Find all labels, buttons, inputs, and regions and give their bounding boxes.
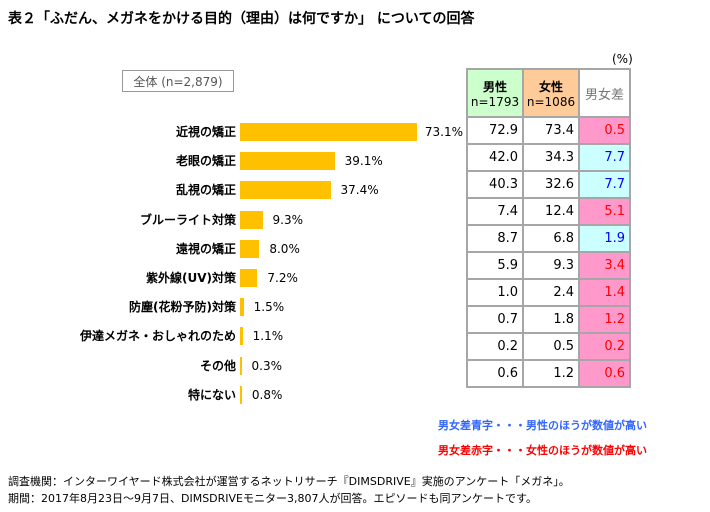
category-label: 紫外線(UV)対策 [145,271,236,285]
table-row: 0.6 1.2 0.6 [466,359,631,388]
diff-value: 7.7 [578,170,631,199]
value-label: 9.3% [272,212,304,227]
male-value: 40.3 [466,170,524,199]
bar [240,123,417,141]
table-row: 40.3 32.6 7.7 [466,170,631,199]
value-label: 1.5% [253,300,285,315]
bar [240,298,244,317]
unit-label: (%) [612,52,633,66]
male-value: 72.9 [466,116,524,145]
male-value: 7.4 [466,197,524,226]
value-label: 37.4% [340,183,379,198]
gender-table: 男性 n=1793 女性 n=1086 男女差 72.9 73.4 0.5 42.0 34.… [466,68,631,388]
female-value: 1.8 [522,305,580,334]
table-row: 7.4 12.4 5.1 [466,197,631,226]
bar [240,356,242,375]
overall-sample-label: 全体 (n=2,879) [122,70,234,92]
female-value: 34.3 [522,143,580,172]
footer-period: 期間：2017年8月23日～9月7日、DIMSDRIVEモニター3,807人が回… [8,492,537,505]
male-value: 8.7 [466,224,524,253]
value-label: 0.3% [251,358,283,373]
value-label: 39.1% [344,154,383,169]
value-label: 73.1% [424,125,464,139]
diff-value: 1.4 [578,278,631,307]
male-value: 0.2 [466,332,524,361]
header-female: 女性 n=1086 [522,68,580,118]
category-label: ブルーライト対策 [139,212,236,227]
page-title: 表２「ふだん、メガネをかける目的（理由）は何ですか」 についての回答 [8,11,475,27]
legend-blue: 男女差青字・・・男性のほうが数値が高い [438,419,647,432]
bar [240,181,331,200]
category-label: その他 [199,358,236,373]
table-row: 42.0 34.3 7.7 [466,143,631,172]
bar [240,327,243,346]
category-label: 伊達メガネ・おしゃれのため [79,329,236,344]
bar [240,152,335,171]
male-value: 5.9 [466,251,524,280]
table-row: 0.2 0.5 0.2 [466,332,631,361]
male-value: 0.6 [466,359,524,388]
legend-red: 男女差赤字・・・女性のほうが数値が高い [438,444,647,457]
male-value: 0.7 [466,305,524,334]
diff-value: 0.6 [578,359,631,388]
table-row: 8.7 6.8 1.9 [466,224,631,253]
female-value: 9.3 [522,251,580,280]
diff-value: 1.2 [578,305,631,334]
male-value: 1.0 [466,278,524,307]
diff-value: 1.9 [578,224,631,253]
table-row: 0.7 1.8 1.2 [466,305,631,334]
table-row: 5.9 9.3 3.4 [466,251,631,280]
bar [240,239,260,258]
value-label: 7.2% [267,271,298,285]
bar [240,269,258,287]
female-value: 6.8 [522,224,580,253]
diff-value: 0.2 [578,332,631,361]
female-value: 73.4 [522,116,580,145]
female-value: 2.4 [522,278,580,307]
bar [240,385,242,404]
female-value: 1.2 [522,359,580,388]
category-label: 防塵(花粉予防)対策 [129,300,236,315]
bar [240,210,263,229]
male-value: 42.0 [466,143,524,172]
diff-value: 7.7 [578,143,631,172]
category-label: 老眼の矯正 [175,154,236,169]
header-diff: 男女差 [578,68,631,118]
diff-value: 5.1 [578,197,631,226]
category-label: 遠視の矯正 [175,241,236,256]
table-row: 1.0 2.4 1.4 [466,278,631,307]
value-label: 0.8% [251,387,283,402]
header-male: 男性 n=1793 [466,68,524,118]
category-label: 近視の矯正 [175,125,236,139]
value-label: 1.1% [252,329,284,344]
diff-value: 3.4 [578,251,631,280]
table-row: 72.9 73.4 0.5 [466,116,631,145]
female-value: 0.5 [522,332,580,361]
footer-source: 調査機関：インターワイヤード株式会社が運営するネットリサーチ『DIMSDRIVE… [8,475,570,488]
diff-value: 0.5 [578,116,631,145]
value-label: 8.0% [269,241,300,256]
category-label: 特にない [187,387,236,402]
female-value: 32.6 [522,170,580,199]
female-value: 12.4 [522,197,580,226]
category-label: 乱視の矯正 [175,183,236,198]
